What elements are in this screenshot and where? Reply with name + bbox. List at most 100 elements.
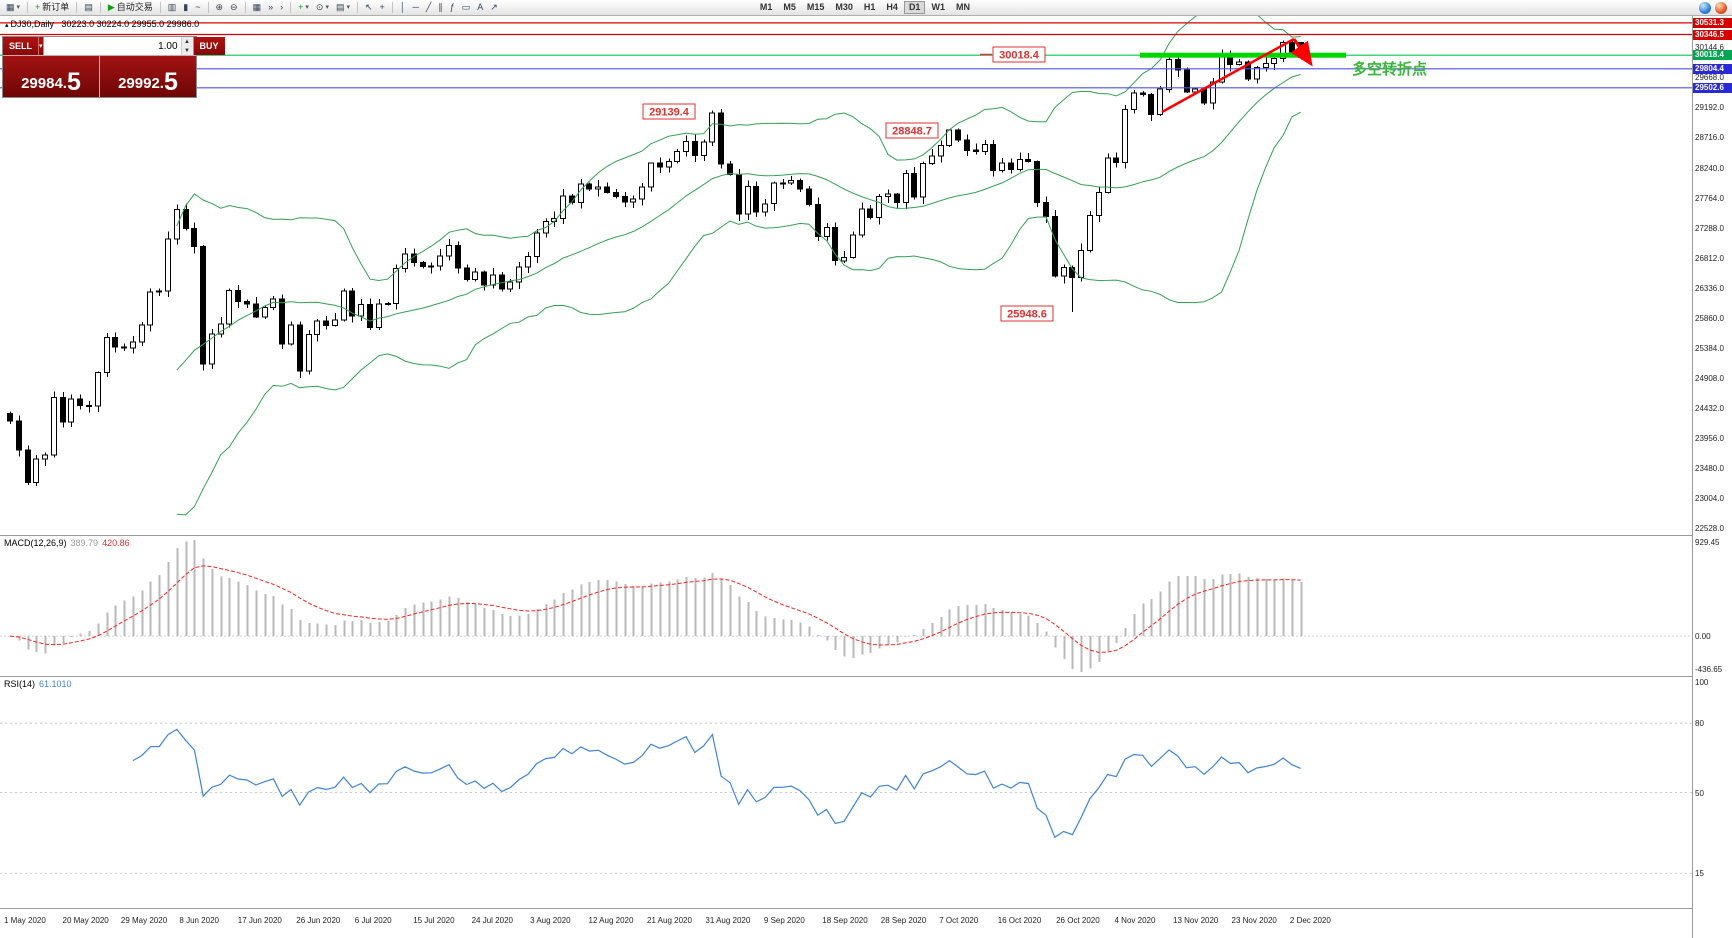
vertical-line-button[interactable]: │ — [397, 1, 409, 14]
one-click-toggle-icon[interactable]: ▴ — [5, 22, 9, 29]
toolbar-separator — [290, 2, 292, 13]
new-chart-button[interactable]: ▦ ▾ — [3, 1, 23, 14]
timeframe-d1-button[interactable]: D1 — [903, 1, 926, 14]
crosshair-button[interactable]: + — [377, 1, 388, 14]
trend-line[interactable] — [1161, 37, 1295, 114]
date-label: 21 Aug 2020 — [647, 916, 692, 925]
timeframe-m30-button[interactable]: M30 — [830, 1, 858, 14]
time-axis[interactable]: 1 May 2020 20 May 2020 29 May 2020 8 Jun 20… — [0, 909, 1692, 938]
timeframe-m1-button[interactable]: M1 — [755, 1, 778, 14]
fibonacci-retracement-button[interactable]: ƒ — [447, 1, 458, 14]
rsi-scale-80: 80 — [1695, 719, 1704, 728]
timeframe-h1-button[interactable]: H1 — [859, 1, 881, 14]
price-label-annotation[interactable]: 29139.4 — [642, 103, 696, 120]
date-label: 24 Jul 2020 — [471, 916, 513, 925]
toolbar-separator — [76, 2, 78, 13]
toolbar-separator — [159, 2, 161, 13]
price-axis-label: 29192.0 — [1695, 103, 1724, 112]
indicators-button[interactable]: + ▾ — [295, 1, 312, 14]
price-axis-label: 28716.0 — [1695, 133, 1724, 142]
price-label-annotation[interactable]: 25948.6 — [1000, 305, 1054, 322]
arrow-objects-button[interactable]: ↗ — [487, 1, 501, 14]
line-chart-button[interactable]: ~ — [192, 1, 203, 14]
annotation-note-text[interactable]: 多空转折点 — [1352, 60, 1427, 78]
shapes-button[interactable]: ▭ — [459, 1, 474, 14]
candlestick-chart-button[interactable]: ▮ — [180, 1, 191, 14]
volume-input[interactable] — [43, 37, 181, 55]
date-label: 18 Sep 2020 — [822, 916, 868, 925]
timeframe-mn-button[interactable]: MN — [951, 1, 975, 14]
line-chart-icon: ~ — [195, 2, 201, 12]
trend-line-tool-button[interactable]: ╱ — [423, 1, 434, 14]
timeframe-h4-button[interactable]: H4 — [881, 1, 903, 14]
date-label: 9 Sep 2020 — [763, 916, 805, 925]
price-axis-label: 23004.0 — [1695, 494, 1724, 503]
sell-button[interactable]: SELL — [3, 37, 39, 55]
horizontal-line-button[interactable]: ─ — [409, 1, 421, 14]
depth-of-market-button[interactable]: ▤ — [81, 1, 96, 14]
buy-price-big-digit: 5 — [163, 68, 178, 96]
date-label: 12 Aug 2020 — [588, 916, 634, 925]
price-axis-tag: 30531.3 — [1693, 18, 1732, 28]
trade-options-dropdown-icon[interactable]: ▾ — [38, 37, 43, 55]
auto-trading-button[interactable]: ▶ 自动交易 — [105, 1, 156, 14]
price-axis[interactable]: 30144.6 29668.0 29192.0 28716.0 28240.0 27764… — [1693, 0, 1732, 938]
chart-ohlc-values: 30223.0 30224.0 29955.0 29986.0 — [61, 19, 200, 29]
volume-down-icon[interactable]: ▼ — [181, 46, 193, 55]
chart-shift-button[interactable]: › — [277, 1, 286, 14]
zoom-in-button[interactable]: ⊕ — [213, 1, 227, 14]
down-arrow[interactable] — [1290, 38, 1313, 67]
chart-shift-icon: › — [280, 2, 284, 12]
macd-scale-zero: 0.00 — [1695, 632, 1711, 641]
date-label: 16 Oct 2020 — [997, 916, 1042, 925]
new-order-label: 新订单 — [42, 2, 70, 12]
date-label: 23 Nov 2020 — [1231, 916, 1277, 925]
resistance-zone[interactable] — [1140, 52, 1346, 58]
date-label: 2 Dec 2020 — [1289, 916, 1331, 925]
equidistant-channel-button[interactable]: ∥ — [435, 1, 446, 14]
news-icon[interactable] — [1715, 2, 1727, 14]
price-axis-tag: 29502.6 — [1693, 83, 1732, 93]
date-label: 4 Nov 2020 — [1114, 916, 1156, 925]
periods-button[interactable]: ⊙ ▾ — [313, 1, 332, 14]
zoom-in-icon: ⊕ — [215, 2, 224, 12]
sell-price[interactable]: 29984. 5 — [3, 56, 100, 97]
vertical-line-icon: │ — [399, 2, 406, 12]
cursor-button[interactable]: ↖ — [362, 1, 376, 14]
bar-chart-button[interactable]: ▥ — [165, 1, 180, 14]
price-axis-tag: 30018.4 — [1693, 50, 1732, 60]
timeframe-m5-button[interactable]: M5 — [778, 1, 801, 14]
volume-field: ▲ ▼ — [42, 37, 194, 55]
date-label: 8 Jun 2020 — [179, 916, 219, 925]
rsi-scale-15: 15 — [1695, 869, 1704, 878]
toolbar-right-icons — [1699, 2, 1727, 14]
auto-scroll-button[interactable]: » — [265, 1, 276, 14]
price-axis-label: 26336.0 — [1695, 284, 1724, 293]
text-label-icon: A — [477, 2, 484, 12]
date-label: 31 Aug 2020 — [705, 916, 751, 925]
price-label-annotation[interactable]: 28848.7 — [885, 122, 939, 139]
date-label: 13 Nov 2020 — [1173, 916, 1219, 925]
community-icon[interactable] — [1699, 2, 1711, 14]
text-label-button[interactable]: A — [474, 1, 486, 14]
new-order-button[interactable]: + 新订单 — [32, 1, 72, 14]
indicators-icon: + — [298, 2, 304, 12]
timeframe-m15-button[interactable]: M15 — [802, 1, 830, 14]
macd-name: MACD(12,26,9) — [4, 538, 67, 548]
price-label-annotation[interactable]: 30018.4 — [980, 46, 1046, 63]
indicators-dropdown-icon: ▾ — [305, 4, 309, 11]
buy-button[interactable]: BUY — [193, 37, 225, 55]
one-click-trading-panel: SELL ▾ ▲ ▼ BUY 29984.5 29992.5 — [2, 36, 225, 98]
buy-price[interactable]: 29992. 5 — [100, 56, 196, 97]
zoom-out-button[interactable]: ⊖ — [227, 1, 241, 14]
price-axis-label: 24908.0 — [1695, 374, 1724, 383]
date-label: 20 May 2020 — [62, 916, 109, 925]
tile-windows-button[interactable]: ▦ — [250, 1, 265, 14]
volume-up-icon[interactable]: ▲ — [181, 37, 193, 46]
timeframe-w1-button[interactable]: W1 — [926, 1, 950, 14]
templates-button[interactable]: ▤ ▾ — [333, 1, 353, 14]
new-chart-dropdown-icon: ▾ — [16, 4, 21, 11]
date-label: 26 Oct 2020 — [1056, 916, 1100, 925]
